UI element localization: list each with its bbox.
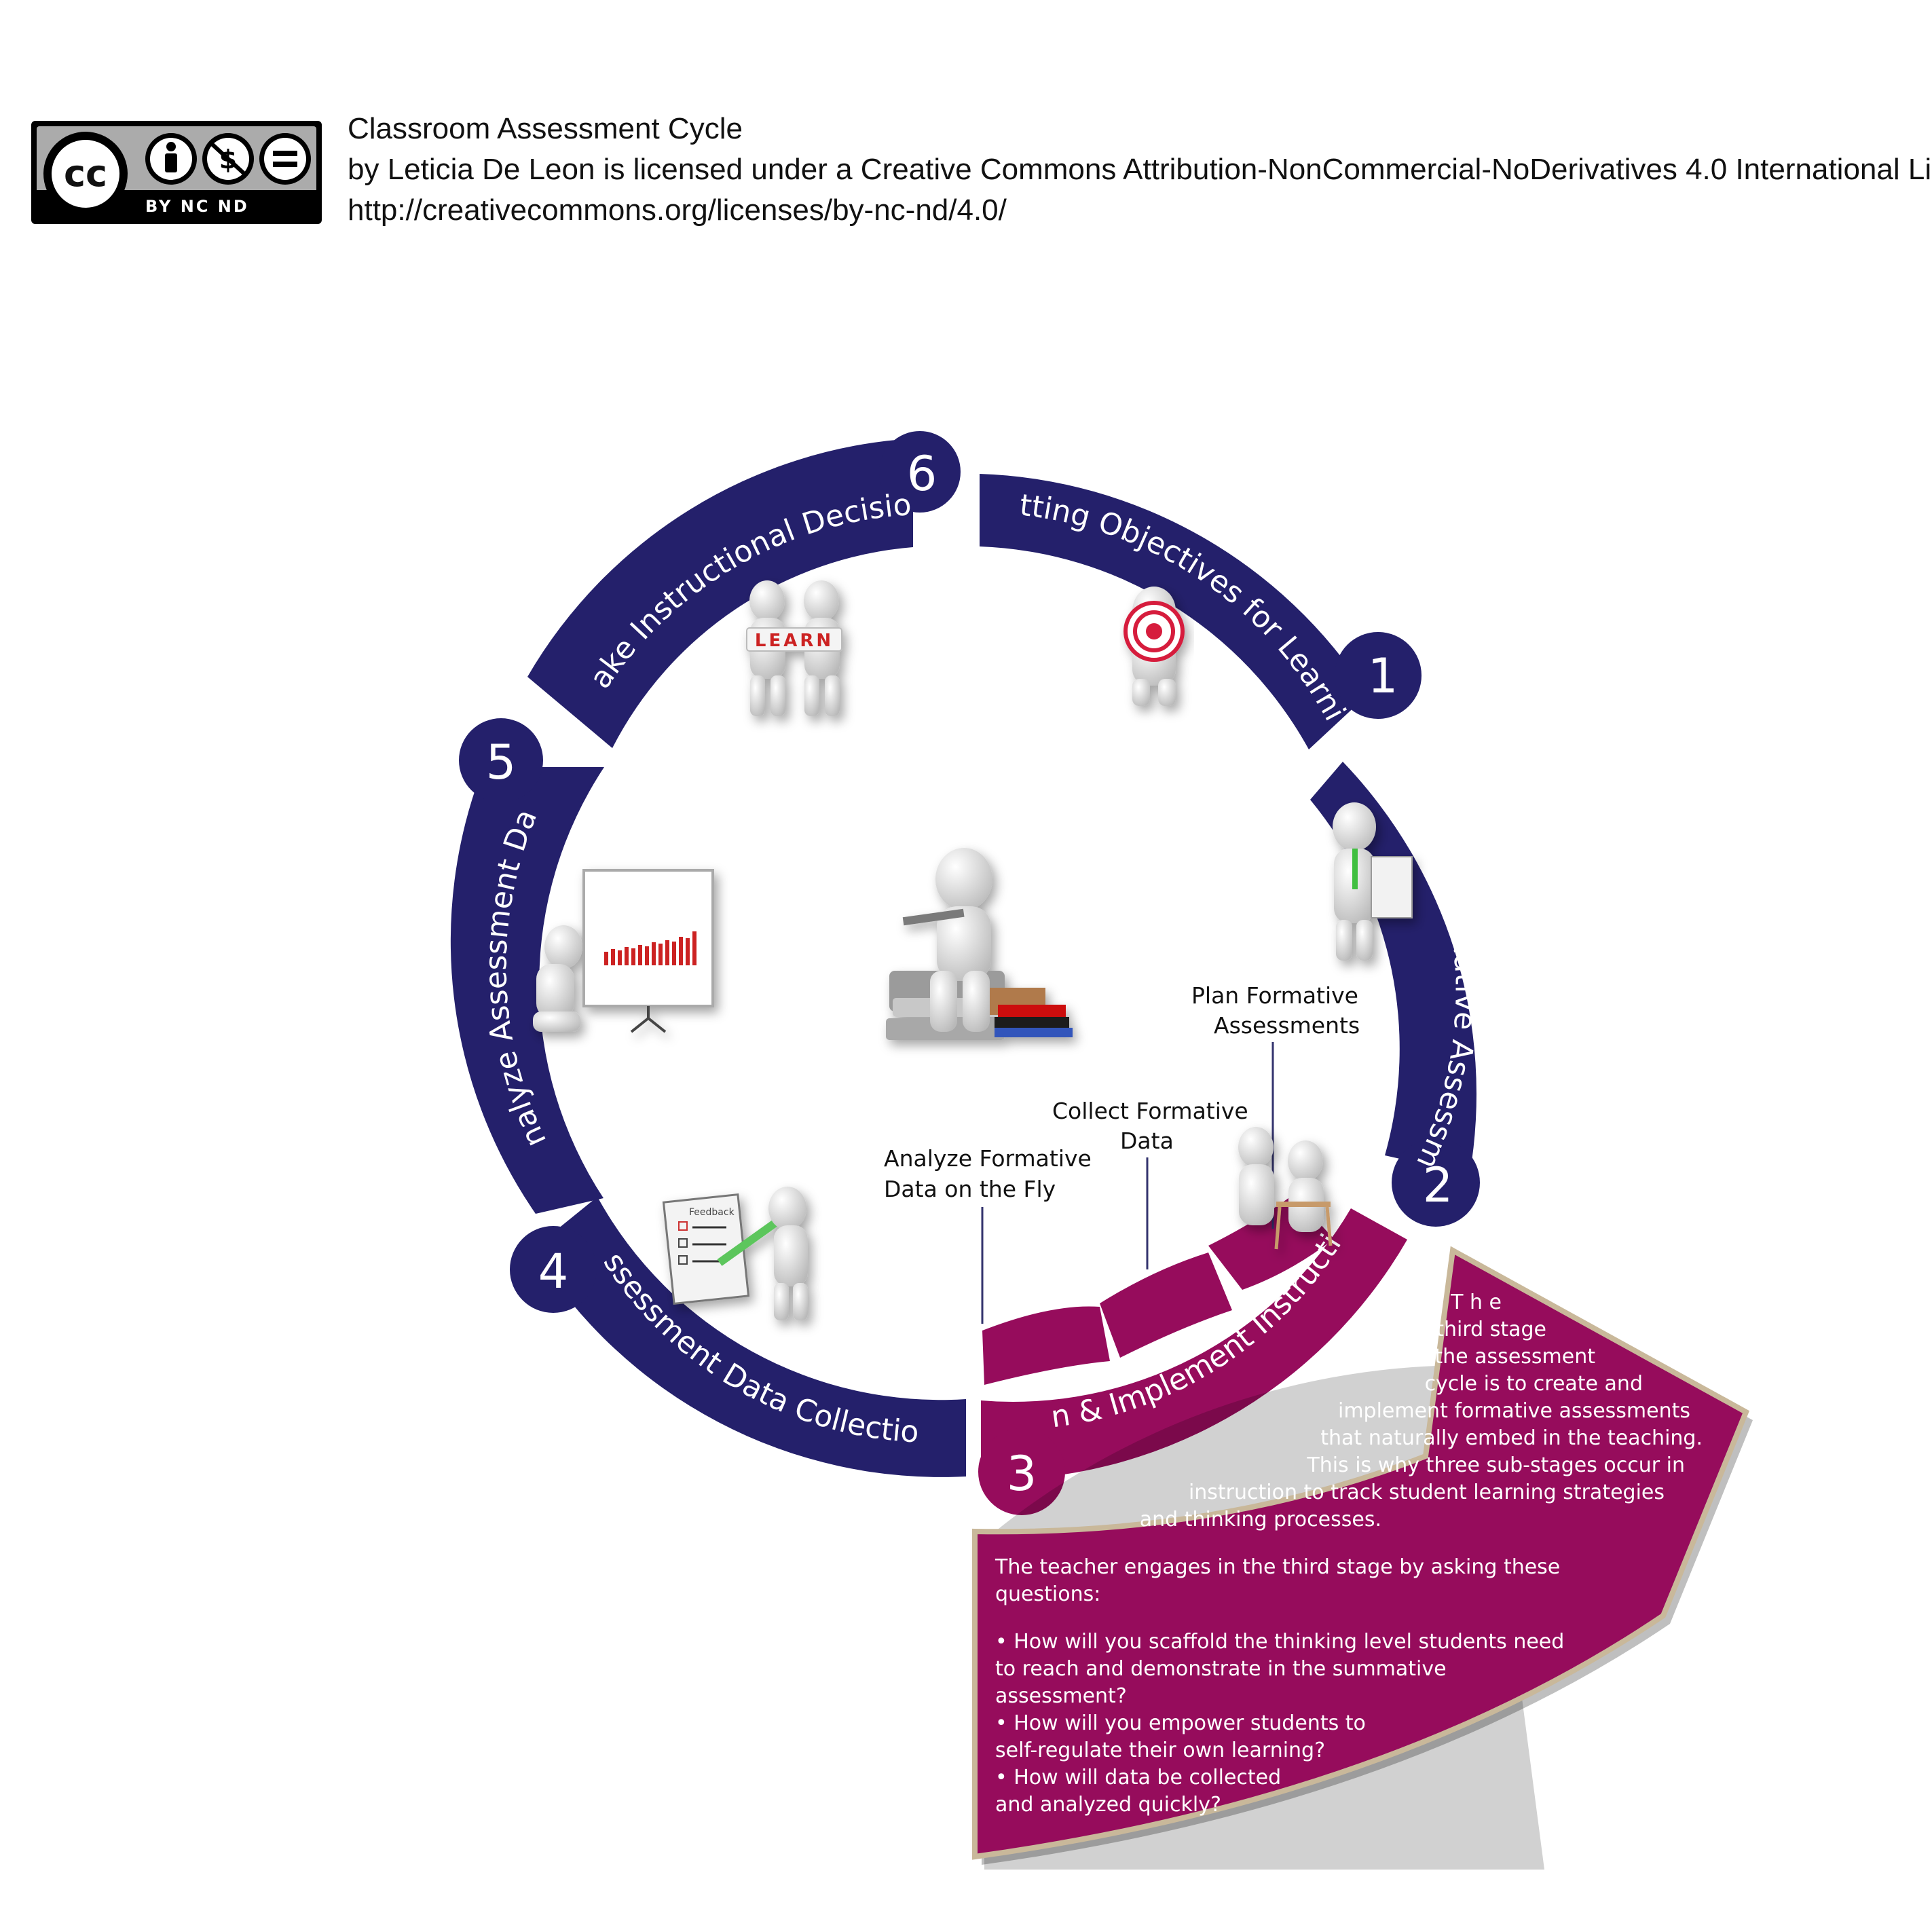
document-figure-icon (1333, 802, 1413, 961)
panel-question-line: self-regulate their own learning? (995, 1739, 1325, 1762)
stage-6-segment (527, 431, 961, 748)
panel-question-line: • How will you scaffold the thinking lev… (995, 1630, 1564, 1654)
stage-6-number: 6 (907, 446, 937, 502)
sub-stage-collect-formative: Collect Formative Data (1052, 1098, 1248, 1269)
analyze-formative-pad (982, 1306, 1110, 1385)
feedback-checklist-icon: Feedback (662, 1187, 808, 1320)
panel-intro-line: T h e (1450, 1290, 1502, 1314)
thinking-figure-icon (886, 848, 1073, 1040)
stage-1-segment (980, 474, 1422, 749)
sub-stage-label-line: Assessments (1214, 1012, 1360, 1039)
sub-stage-plan-formative: Plan Formative Assessments (1191, 982, 1360, 1229)
by-icon (145, 133, 197, 185)
stage-4-number: 4 (538, 1244, 569, 1299)
panel-question-line: • How will you empower students to (995, 1711, 1366, 1735)
panel-intro-line: implement formative assessments (1338, 1399, 1690, 1423)
license-url-link[interactable]: http://creativecommons.org/licenses/by-n… (348, 193, 1007, 227)
collect-formative-pad (1100, 1252, 1232, 1358)
panel-question-line: to reach and demonstrate in the summativ… (995, 1657, 1447, 1681)
stage-1-number: 1 (1368, 648, 1398, 704)
stage-3-info-panel-body (972, 1246, 1753, 1865)
stage-3-segment (978, 1208, 1407, 1515)
license-title: Classroom Assessment Cycle (348, 112, 743, 145)
target-figure-icon (1123, 587, 1185, 706)
svg-text:cc: cc (64, 152, 107, 195)
panel-intro-line: instruction to track student learning st… (1189, 1481, 1665, 1504)
mini-bar-chart (604, 931, 696, 965)
teaching-figures-icon (1238, 1127, 1333, 1250)
nc-icon: $ (202, 133, 254, 185)
stage-4-segment (510, 1197, 966, 1477)
sub-stage-label-line: Analyze Formative (884, 1145, 1092, 1172)
sub-stage-analyze-formative: Analyze Formative Data on the Fly (884, 1145, 1092, 1324)
learn-figures-icon: LEARN (746, 580, 842, 716)
panel-question-line: questions: (995, 1582, 1100, 1606)
stage-2-number: 2 (1423, 1157, 1453, 1213)
panel-intro-line: cycle is to create and (1425, 1372, 1643, 1396)
chart-presentation-icon (533, 869, 714, 1033)
stage-5-segment (450, 718, 604, 1214)
panel-questions-text: The teacher engages in the third stage b… (995, 1555, 1564, 1817)
sub-stage-label-line: Data (1120, 1128, 1174, 1154)
panel-question-line: The teacher engages in the third stage b… (995, 1555, 1560, 1579)
panel-intro-line: This is why three sub-stages occur in (1306, 1453, 1685, 1477)
feedback-title: Feedback (689, 1207, 735, 1218)
panel-question-line: assessment? (995, 1684, 1127, 1708)
panel-intro-line: third stage (1436, 1318, 1546, 1341)
panel-question-line: and analyzed quickly? (995, 1793, 1221, 1817)
cc-license-badge[interactable]: cc $ BY NC ND (31, 121, 322, 224)
panel-intro-line: that naturally embed in the teaching. (1320, 1426, 1703, 1450)
license-attribution: by Leticia De Leon is licensed under a C… (348, 153, 1932, 186)
stage-2-segment (1310, 762, 1480, 1227)
cc-badge-tags: BY NC ND (145, 197, 249, 216)
sub-stage-label-line: Collect Formative (1052, 1098, 1248, 1124)
panel-intro-line: in the assessment (1410, 1345, 1596, 1369)
panel-question-line: • How will data be collected (995, 1766, 1281, 1789)
stage-5-number: 5 (486, 735, 517, 790)
panel-intro-line: and thinking processes. (1140, 1508, 1381, 1531)
learn-letters: LEARN (755, 631, 834, 651)
nd-icon (259, 133, 311, 185)
stage-3-number: 3 (1007, 1446, 1037, 1502)
sub-stage-label-line: Data on the Fly (884, 1176, 1056, 1202)
panel-intro-text: T h e third stage in the assessment cycl… (1140, 1290, 1703, 1531)
sub-stage-label-line: Plan Formative (1191, 982, 1358, 1009)
